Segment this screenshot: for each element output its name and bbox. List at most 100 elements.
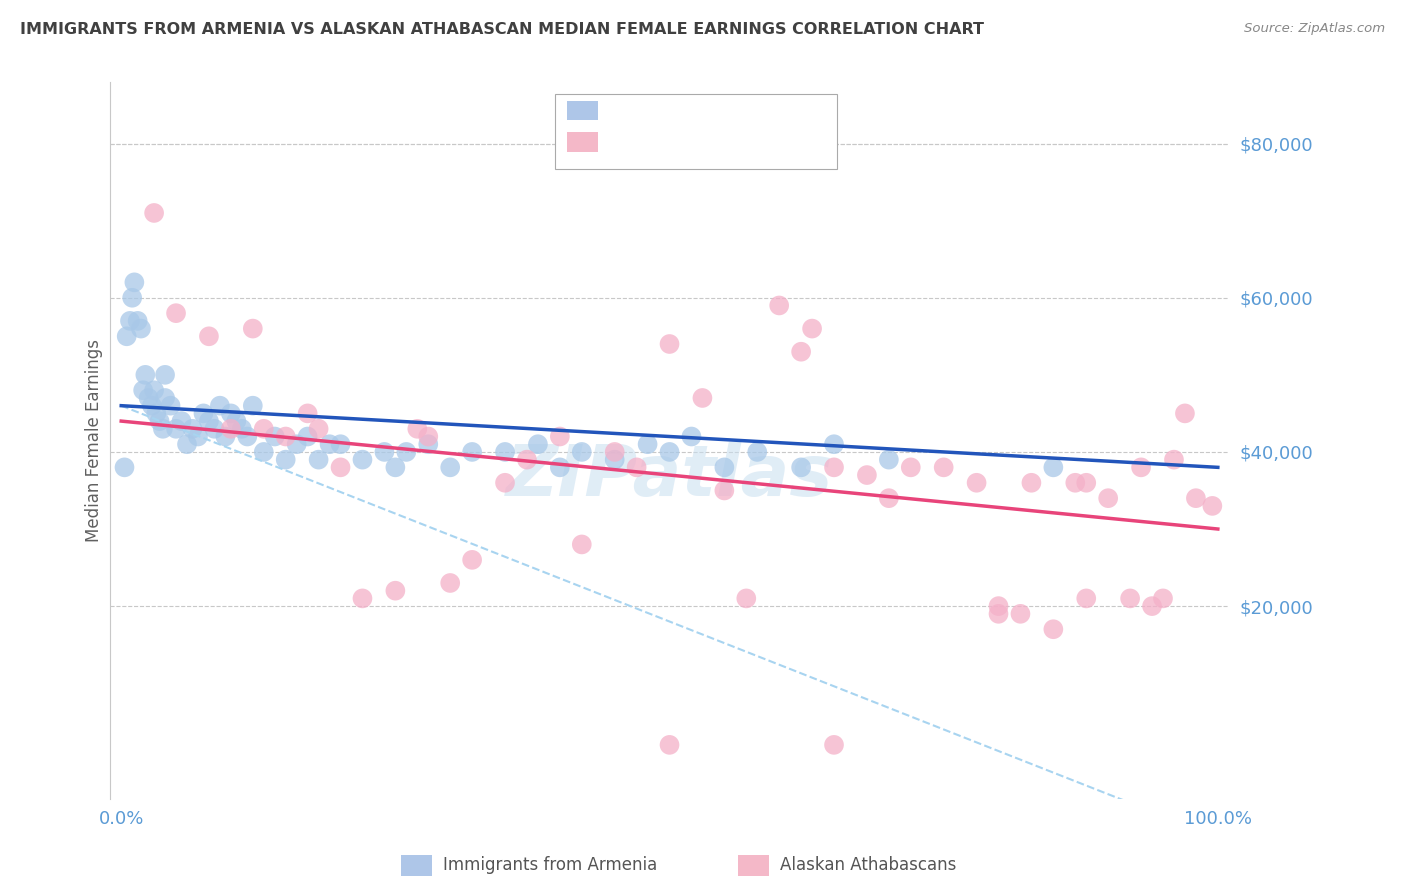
Point (823, 460, 845, 475)
Point (253, 422, 276, 436)
Point (1042, 460, 1064, 475)
Point (384, 460, 406, 475)
Point (1130, 460, 1153, 475)
Point (352, 452, 374, 467)
Text: 54: 54 (752, 133, 778, 151)
Point (418, 429, 440, 443)
Point (1185, 491, 1208, 505)
Point (124, 276, 146, 290)
Point (439, 460, 461, 475)
Text: 62: 62 (752, 102, 778, 120)
Point (692, 391, 714, 405)
Point (219, 406, 242, 420)
Point (297, 406, 319, 420)
Point (118, 314, 141, 328)
Point (790, 344, 813, 359)
Point (790, 460, 813, 475)
Point (176, 437, 198, 451)
Point (877, 491, 900, 505)
Point (395, 445, 418, 459)
Point (170, 414, 193, 428)
Text: IMMIGRANTS FROM ARMENIA VS ALASKAN ATHABASCAN MEDIAN FEMALE EARNINGS CORRELATION: IMMIGRANTS FROM ARMENIA VS ALASKAN ATHAB… (20, 22, 984, 37)
Point (1097, 491, 1119, 505)
Point (658, 337, 681, 351)
Text: Source: ZipAtlas.com: Source: ZipAtlas.com (1244, 22, 1385, 36)
Point (329, 437, 352, 451)
Point (225, 414, 247, 428)
Point (308, 452, 330, 467)
Point (318, 437, 340, 451)
Point (768, 298, 790, 312)
Point (1076, 591, 1098, 606)
Point (1119, 591, 1142, 606)
Point (274, 452, 297, 467)
Y-axis label: Median Female Earnings: Median Female Earnings (86, 339, 103, 541)
Point (571, 445, 593, 459)
Point (114, 460, 136, 475)
Point (208, 399, 231, 413)
Point (658, 738, 681, 752)
Point (127, 314, 149, 328)
Point (1021, 475, 1043, 490)
Text: R =: R = (606, 133, 645, 151)
Point (214, 429, 236, 443)
Point (373, 445, 395, 459)
Point (494, 475, 516, 490)
Point (134, 368, 156, 382)
Text: -0.364: -0.364 (645, 133, 710, 151)
Point (1163, 452, 1185, 467)
Point (204, 422, 226, 436)
Point (242, 399, 264, 413)
Point (461, 445, 484, 459)
Point (297, 429, 319, 443)
Point (231, 422, 253, 436)
Point (987, 607, 1010, 621)
Point (141, 399, 163, 413)
Text: Immigrants from Armenia: Immigrants from Armenia (443, 856, 657, 874)
Point (285, 437, 308, 451)
Point (274, 429, 297, 443)
Point (1152, 591, 1174, 606)
Point (418, 437, 440, 451)
Point (548, 460, 571, 475)
Point (823, 738, 845, 752)
Point (823, 437, 845, 451)
Point (987, 599, 1010, 613)
Point (138, 391, 160, 405)
Text: N =: N = (707, 102, 759, 120)
Point (626, 460, 648, 475)
Point (121, 291, 143, 305)
Point (153, 391, 176, 405)
Point (966, 475, 988, 490)
Point (713, 460, 735, 475)
Point (159, 399, 181, 413)
Point (1174, 406, 1197, 420)
Point (603, 452, 626, 467)
Point (494, 445, 516, 459)
Point (329, 460, 352, 475)
Point (193, 406, 215, 420)
Point (877, 452, 900, 467)
Point (145, 406, 167, 420)
Point (713, 483, 735, 498)
Point (1064, 475, 1087, 490)
Point (308, 422, 330, 436)
Point (548, 429, 571, 443)
Text: Alaskan Athabascans: Alaskan Athabascans (780, 856, 956, 874)
Point (571, 537, 593, 551)
Point (143, 206, 166, 220)
Point (1140, 599, 1163, 613)
Point (129, 321, 152, 335)
Point (747, 445, 769, 459)
Point (198, 414, 221, 428)
Point (801, 321, 824, 335)
Point (516, 452, 538, 467)
Point (143, 384, 166, 398)
Point (856, 468, 879, 483)
Text: R =: R = (606, 102, 645, 120)
Point (1076, 475, 1098, 490)
Point (187, 429, 209, 443)
Text: -0.212: -0.212 (645, 102, 710, 120)
Text: ZIPatlas: ZIPatlas (506, 442, 834, 511)
Point (1201, 499, 1223, 513)
